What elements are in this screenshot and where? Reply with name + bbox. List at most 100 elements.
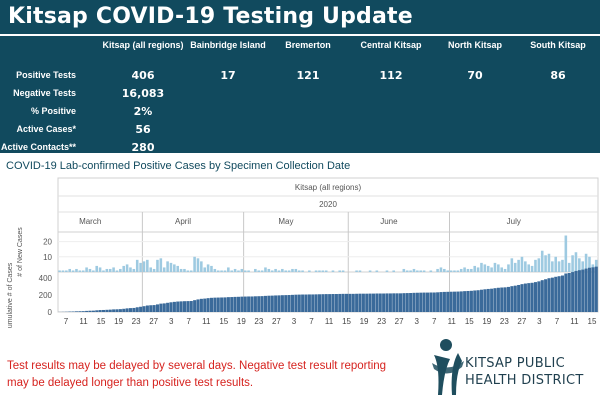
cumulative-bar: [425, 292, 430, 312]
cumulative-bar: [385, 293, 389, 312]
new-cases-bar: [216, 270, 220, 272]
cumulative-bar: [456, 291, 460, 312]
new-cases-bar: [480, 262, 483, 272]
disclaimer-text: Test results may be delayed by several d…: [7, 360, 387, 389]
logo-line-1: KITSAP PUBLIC: [465, 356, 565, 371]
cumulative-bar: [108, 309, 112, 312]
cumulative-bar: [176, 301, 180, 312]
new-cases-bar: [588, 256, 591, 272]
new-cases-bar: [530, 265, 534, 272]
new-cases-bar: [189, 270, 193, 272]
cumulative-bar: [510, 286, 514, 312]
cumulative-bar: [415, 292, 419, 312]
new-cases-bar: [95, 265, 98, 272]
cumulative-bar: [270, 295, 274, 312]
x-tick-label: 3: [414, 317, 419, 326]
x-tick-label: 23: [254, 317, 263, 326]
cumulative-bar: [250, 296, 254, 312]
col-header-north-kitsap: North Kitsap: [448, 40, 502, 50]
stat-value: 2%: [133, 104, 153, 118]
cumulative-bar: [189, 301, 193, 312]
new-cases-bar: [540, 250, 544, 272]
cumulative-bar: [503, 287, 507, 312]
new-cases-bar: [183, 268, 186, 272]
x-tick-label: 15: [219, 317, 228, 326]
cumulative-bar: [344, 293, 349, 312]
stats-row-percent: % Positive 2%: [0, 102, 600, 120]
x-tick-label: 23: [500, 317, 509, 326]
new-cases-bar: [173, 264, 176, 272]
x-tick-label: 11: [448, 317, 457, 326]
cumulative-bar: [550, 277, 554, 312]
cumulative-bar: [280, 295, 284, 312]
col-header-south-kitsap: South Kitsap: [530, 40, 586, 50]
stats-header-row: Kitsap (all regions) Bainbridge Island B…: [0, 36, 600, 66]
new-cases-bar: [561, 259, 564, 272]
new-cases-bar: [284, 270, 287, 272]
cumulative-bar: [85, 310, 89, 312]
cumulative-bar: [284, 295, 288, 312]
new-cases-bar: [61, 270, 65, 272]
cumulative-bar: [95, 310, 99, 312]
new-cases-bar: [71, 270, 75, 272]
cases-chart: Kitsap (all regions) 2020 March April May Jun…: [0, 176, 600, 328]
cumulative-bar: [382, 293, 386, 312]
bottom-axis-tick-label: 400: [39, 274, 53, 283]
new-cases-bar: [385, 270, 389, 272]
cumulative-bar: [247, 296, 251, 312]
cumulative-bar: [220, 297, 224, 312]
new-cases-bar: [142, 261, 146, 272]
new-cases-bar: [358, 270, 362, 272]
new-cases-bar: [507, 264, 510, 272]
cumulative-bar: [223, 297, 227, 312]
stat-value: 70: [467, 68, 483, 82]
x-tick-label: 7: [187, 317, 192, 326]
cumulative-bar: [338, 293, 342, 312]
cumulative-bar: [547, 278, 551, 312]
new-cases-bar: [159, 258, 163, 272]
cumulative-bar: [125, 308, 129, 312]
cumulative-bar: [203, 298, 207, 312]
cumulative-bar: [253, 296, 257, 312]
new-cases-bar: [108, 268, 112, 272]
col-header-bremerton: Bremerton: [285, 40, 331, 50]
new-cases-bar: [314, 270, 318, 272]
cumulative-bar: [145, 305, 149, 312]
cumulative-bar: [392, 293, 396, 312]
stat-value: 16,083: [121, 86, 165, 100]
new-cases-bar: [270, 270, 274, 272]
new-cases-bar: [557, 261, 561, 272]
cumulative-bar: [500, 287, 504, 312]
new-cases-bar: [375, 270, 379, 272]
x-tick-label: 3: [292, 317, 297, 326]
new-cases-bar: [196, 258, 200, 272]
logo-text: KITSAP PUBLIC HEALTH DISTRICT: [465, 355, 584, 389]
new-cases-bar: [493, 262, 497, 272]
cumulative-bar: [355, 293, 359, 312]
cumulative-bar: [78, 311, 82, 312]
cumulative-bar: [91, 310, 95, 312]
stats-row-negative: Negative Tests 16,083: [0, 84, 600, 102]
cumulative-bar: [466, 290, 470, 312]
cumulative-bar: [132, 307, 136, 312]
cumulative-bar: [378, 293, 382, 312]
cumulative-bar: [365, 293, 369, 312]
x-tick-label: 7: [64, 317, 69, 326]
new-cases-bar: [243, 270, 247, 272]
cumulative-bar: [375, 293, 379, 312]
new-cases-bar: [392, 270, 395, 272]
cumulative-bar: [301, 294, 305, 312]
cumulative-bar: [530, 282, 534, 312]
logo-line-2: HEALTH DISTRICT: [465, 373, 584, 388]
new-cases-bar: [456, 270, 460, 272]
new-cases-bar: [220, 270, 223, 272]
new-cases-bar: [321, 270, 325, 272]
cumulative-bar: [506, 286, 511, 312]
chart-year-label: 2020: [319, 200, 337, 209]
cumulative-bar: [476, 290, 480, 312]
cumulative-bar: [557, 276, 561, 312]
cumulative-bar: [432, 292, 436, 312]
new-cases-bar: [227, 267, 230, 272]
new-cases-bar: [291, 268, 294, 272]
new-cases-bar: [81, 270, 85, 272]
